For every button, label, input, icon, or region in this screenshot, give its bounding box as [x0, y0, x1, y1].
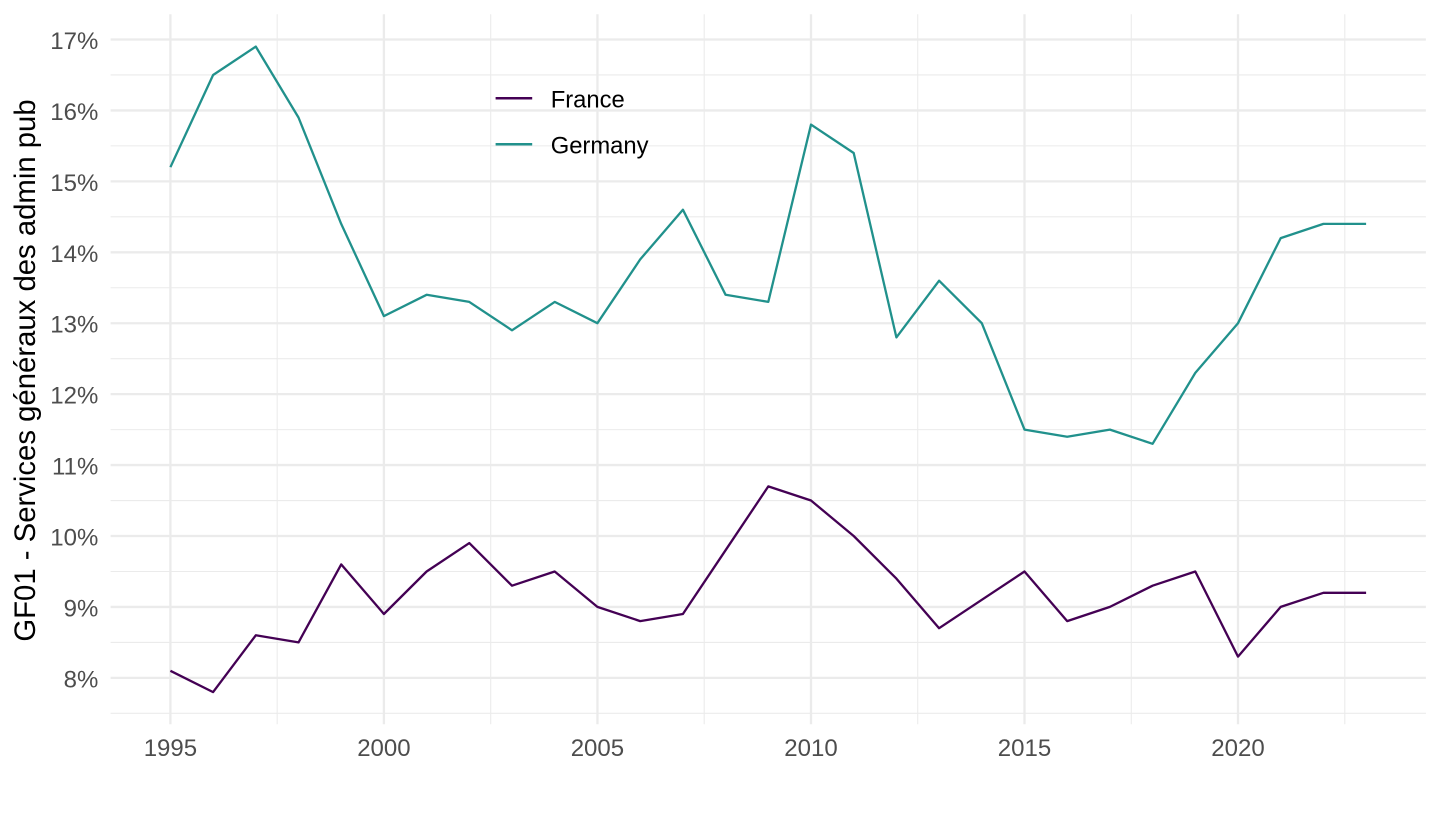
svg-text:11%: 11%	[52, 454, 98, 481]
svg-text:14%: 14%	[50, 241, 98, 268]
svg-text:9%: 9%	[64, 595, 99, 622]
svg-text:GF01 - Services généraux des a: GF01 - Services généraux des admin pub	[9, 99, 42, 641]
svg-text:13%: 13%	[50, 312, 98, 339]
svg-text:2015: 2015	[998, 735, 1051, 762]
svg-text:8%: 8%	[64, 666, 99, 693]
svg-text:15%: 15%	[50, 170, 98, 197]
svg-text:1995: 1995	[144, 735, 197, 762]
svg-text:2000: 2000	[357, 735, 410, 762]
svg-text:2020: 2020	[1211, 735, 1264, 762]
svg-text:Germany: Germany	[551, 132, 649, 159]
svg-text:France: France	[551, 86, 625, 113]
svg-text:2005: 2005	[571, 735, 624, 762]
svg-text:10%: 10%	[50, 525, 98, 552]
svg-text:17%: 17%	[50, 28, 98, 55]
svg-text:12%: 12%	[50, 383, 98, 410]
svg-text:16%: 16%	[50, 99, 98, 126]
svg-text:2010: 2010	[784, 735, 837, 762]
